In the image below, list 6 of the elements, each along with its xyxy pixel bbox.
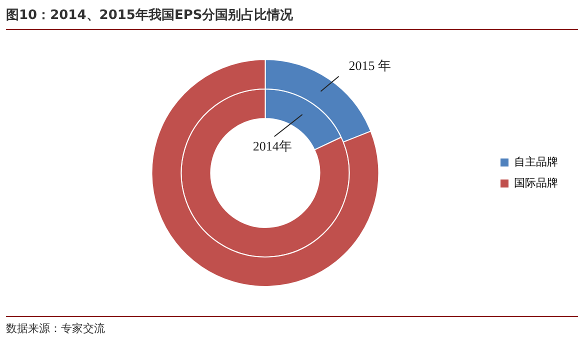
slice-label: 2014年 [252,138,292,154]
chart-title: 图10：2014、2015年我国EPS分国别占比情况 [6,6,578,30]
legend-label: 国际品牌 [514,176,558,190]
legend-label: 自主品牌 [514,155,558,168]
slice-label: 2015 年 [348,58,392,73]
source-note: 数据来源：专家交流 [6,316,578,336]
